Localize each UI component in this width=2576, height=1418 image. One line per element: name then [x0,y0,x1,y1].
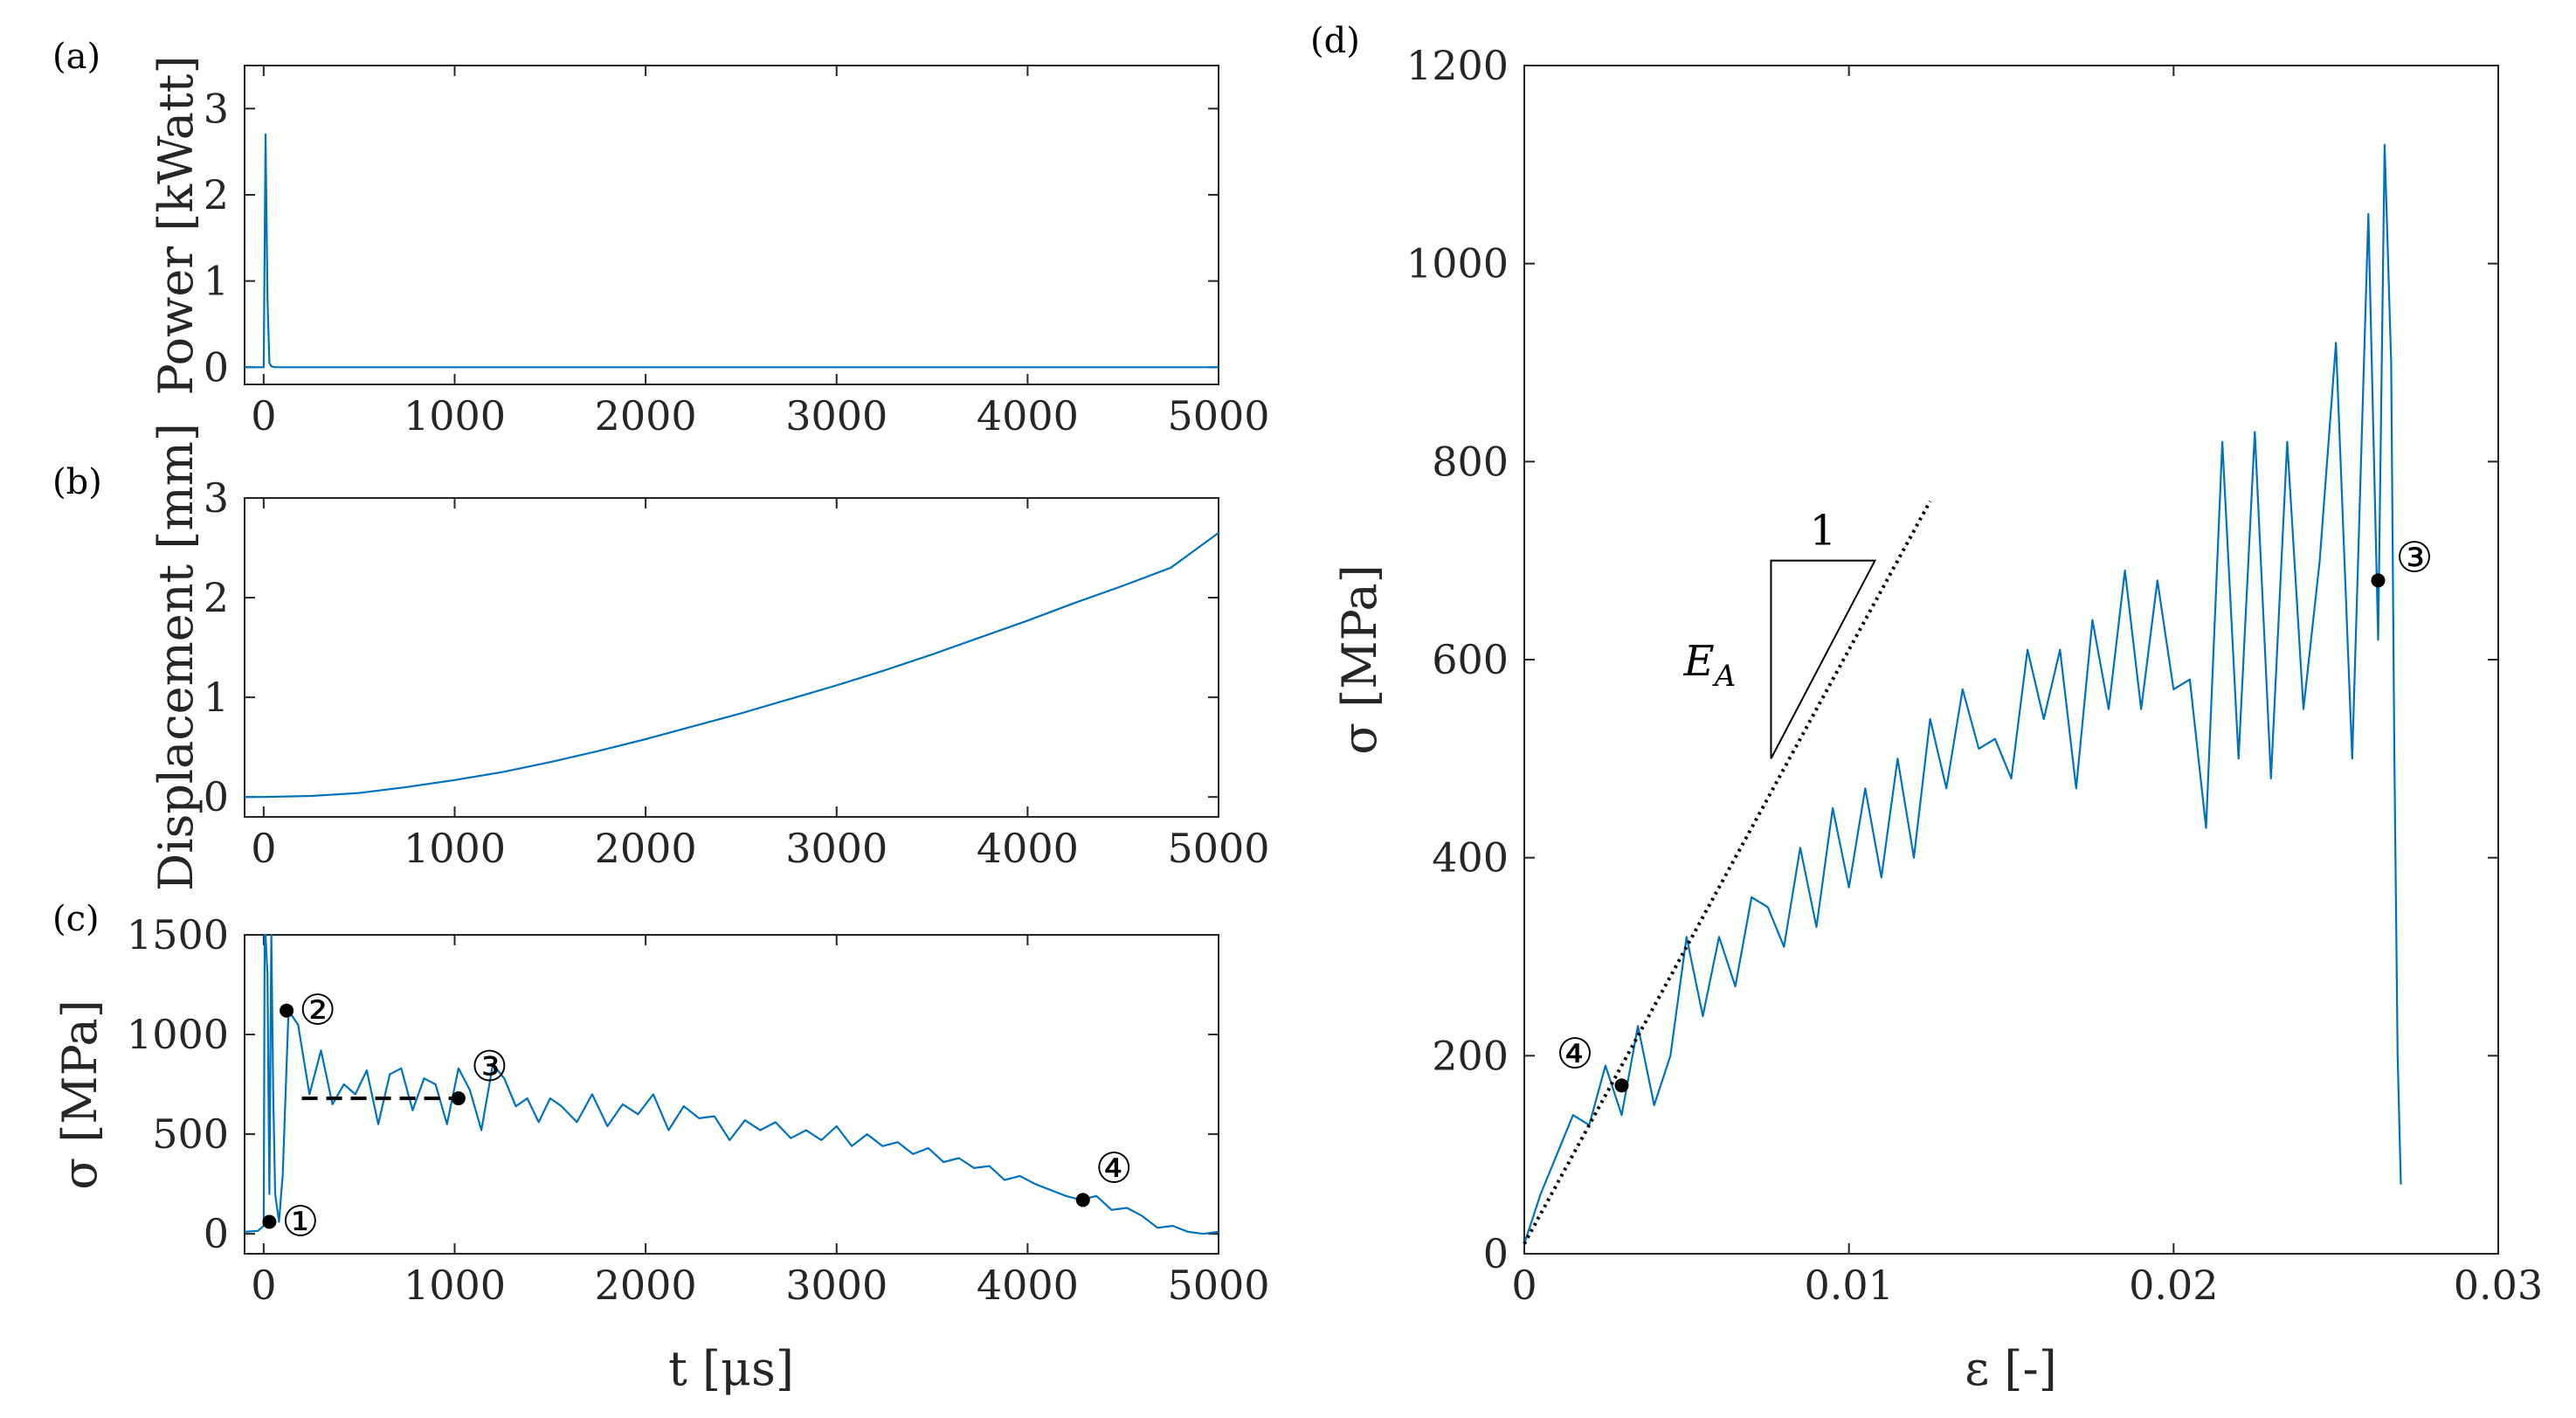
y-tick-label: 500 [152,1110,229,1158]
panel-d-slope-rise-label: EA [1683,637,1737,694]
marker-label: ② [299,986,336,1035]
x-tick-label: 0 [251,1262,276,1309]
panel-c-label: (c) [52,899,100,939]
panel-c-ylabel: σ [MPa] [52,1000,107,1190]
panel-b-ticks: 0 1000 2000 3000 4000 5000 0 1 2 3 [204,474,1270,872]
y-tick-label: 800 [1432,438,1509,485]
marker-label: ③ [2395,533,2433,582]
x-tick-label: 0 [1511,1262,1537,1309]
panel-d-series-line [1523,143,2402,1245]
panel-b-ylabel: Displacement [mm] [148,423,204,891]
panel-d-ticks: 0 0.01 0.02 0.03 0 200 400 600 800 1000 1200 [1406,42,2543,1309]
marker-label: ③ [471,1042,508,1091]
y-tick-label: 0 [1483,1230,1509,1277]
marker-point [280,1003,294,1018]
marker-point [262,1214,277,1229]
panel-a: (a) 0 1000 2000 3000 4000 5000 0 1 2 3 Power [kWa… [52,37,1270,439]
panel-b-label: (b) [52,462,102,502]
panel-d-label: (d) [1310,21,1360,61]
panel-a-series-line [245,133,1219,369]
panel-d-axes-frame [1523,65,2499,1255]
marker-point [2371,573,2386,588]
x-tick-label: 5000 [1167,1262,1269,1309]
x-tick-label: 0 [251,392,276,439]
marker-point [451,1091,466,1106]
y-tick-label: 0 [204,343,229,391]
marker-label: ④ [1095,1144,1133,1193]
panel-b-axes-frame [244,497,1219,818]
y-tick-label: 1200 [1406,42,1509,89]
y-tick-label: 1 [204,674,229,721]
marker-point [1614,1078,1629,1093]
y-tick-label: 1000 [127,1011,229,1058]
x-tick-label: 0 [251,825,276,872]
y-tick-label: 400 [1432,834,1509,882]
x-tick-label: 2000 [595,392,697,439]
marker-label: ① [281,1198,319,1247]
panel-c-markers: ① ② ③ ④ [262,986,1133,1247]
panel-c-xlabel: t [μs] [668,1341,794,1396]
marker-label: ④ [1557,1029,1594,1078]
y-tick-label: 2 [204,574,229,621]
panel-c: (c) 0 1000 2000 3000 4000 5000 0 500 1000 1500 ① ②… [52,899,1270,1396]
x-tick-label: 3000 [785,392,887,439]
x-tick-label: 2000 [595,1262,697,1309]
panel-d-slope-run-label: 1 [1810,507,1837,556]
x-tick-label: 1000 [404,392,506,439]
x-tick-label: 0.03 [2454,1262,2543,1309]
panel-d: (d) 0 0.01 0.02 0.03 0 200 400 600 800 1000 1200 1… [1310,21,2543,1396]
x-tick-label: 3000 [785,825,887,872]
y-tick-label: 600 [1432,636,1509,683]
x-tick-label: 1000 [404,1262,506,1309]
panel-d-slope-line [1523,500,1932,1245]
x-tick-label: 1000 [404,825,506,872]
panel-b: (b) 0 1000 2000 3000 4000 5000 0 1 2 3 Displaceme… [52,423,1270,891]
panel-d-markers: ④③ [1557,533,2434,1093]
panel-d-ylabel: σ [MPa] [1332,564,1387,755]
x-tick-label: 3000 [785,1262,887,1309]
y-tick-label: 0 [204,773,229,820]
panel-a-ticks: 0 1000 2000 3000 4000 5000 0 1 2 3 [204,66,1270,439]
x-tick-label: 4000 [977,825,1079,872]
panel-c-ticks: 0 1000 2000 3000 4000 5000 0 500 1000 1500 [127,911,1270,1309]
x-tick-label: 0.01 [1804,1262,1893,1309]
x-tick-label: 4000 [977,1262,1079,1309]
panel-c-axes-frame [244,934,1219,1255]
x-tick-label: 0.02 [2129,1262,2218,1309]
panel-c-series-line [244,933,1219,1235]
y-tick-label: 1 [204,258,229,305]
y-tick-label: 3 [204,85,229,132]
panel-a-label: (a) [52,37,100,77]
marker-point [1075,1193,1090,1207]
panel-d-xlabel: ε [-] [1965,1341,2057,1396]
x-tick-label: 5000 [1167,392,1269,439]
y-tick-label: 200 [1432,1032,1509,1079]
x-tick-label: 5000 [1167,825,1269,872]
y-tick-label: 3 [204,474,229,522]
panel-d-slope-triangle [1770,559,1877,759]
panel-a-ylabel: Power [kWatt] [148,55,204,395]
y-tick-label: 0 [204,1210,229,1257]
y-tick-label: 1500 [127,911,229,958]
x-tick-label: 2000 [595,825,697,872]
x-tick-label: 4000 [977,392,1079,439]
panel-a-axes-frame [244,65,1219,385]
y-tick-label: 2 [204,171,229,218]
y-tick-label: 1000 [1406,240,1509,287]
panel-b-series-line [245,532,1219,799]
